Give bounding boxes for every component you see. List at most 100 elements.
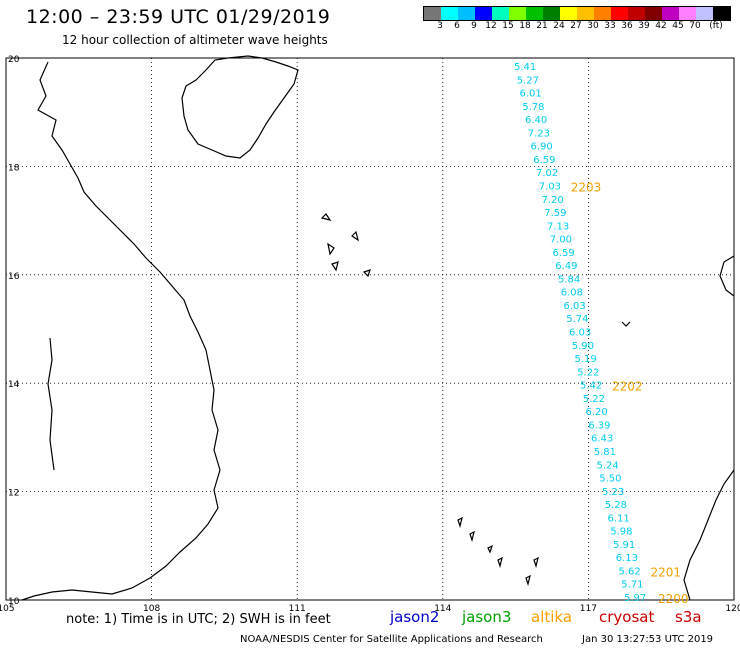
time-labels: 2203 2202 2201 2200: [571, 180, 689, 606]
swh-value-label: 6.01: [520, 89, 542, 100]
color-swatch: [645, 7, 662, 20]
swh-value-label: 6.43: [591, 434, 613, 445]
lat-tick-label: 10: [8, 597, 20, 607]
color-scale-label: (ft): [709, 21, 723, 31]
swh-value-label: 5.71: [621, 580, 643, 591]
swh-value-label: 5.22: [577, 367, 599, 378]
time-label: 2203: [571, 180, 602, 194]
color-scale-label: 39: [638, 21, 650, 31]
swh-value-label: 7.02: [536, 168, 558, 179]
legend-item-jason2: jason2: [390, 608, 440, 626]
lon-tick-label: 120: [725, 604, 740, 614]
color-scale-label: 30: [587, 21, 599, 31]
swh-track-labels: 5.41 5.27 6.01 5.78 6.40 7.23 6.90 6.59 7.02 7.03…: [514, 62, 646, 604]
color-swatch: [628, 7, 645, 20]
color-swatch: [509, 7, 526, 20]
lon-tick-label: 108: [143, 604, 160, 614]
color-scale-label: 33: [604, 21, 616, 31]
time-label: 2201: [651, 565, 682, 579]
time-label: 2202: [612, 380, 643, 394]
paracel-islands: [320, 213, 371, 278]
swh-value-label: 5.24: [597, 460, 619, 471]
coastline: [21, 55, 735, 601]
color-swatch: [526, 7, 543, 20]
east-coastline-south: [683, 469, 735, 601]
lat-tick-label: 16: [8, 272, 20, 282]
swh-value-label: 6.03: [569, 328, 591, 339]
color-swatch: [424, 7, 441, 20]
color-swatch: [679, 7, 696, 20]
swh-value-label: 5.97: [624, 593, 646, 604]
color-scale-label: 3: [437, 21, 443, 31]
swh-value-label: 5.19: [575, 354, 597, 365]
swh-value-label: 6.40: [525, 115, 547, 126]
color-swatch: [696, 7, 713, 20]
lat-tick-label: 18: [8, 163, 20, 173]
swh-value-label: 5.22: [583, 394, 605, 405]
legend-item-jason3: jason3: [462, 608, 512, 626]
swh-value-label: 6.03: [564, 301, 586, 312]
color-scale-bar: [423, 6, 731, 21]
swh-value-label: 6.13: [616, 553, 638, 564]
color-scale-label: 45: [672, 21, 684, 31]
swh-value-label: 5.78: [522, 102, 544, 113]
mainland-coastline: [21, 61, 221, 601]
swh-value-label: 7.23: [528, 128, 550, 139]
swh-value-label: 6.49: [555, 261, 577, 272]
color-scale-label: 24: [553, 21, 565, 31]
lat-tick-label: 20: [8, 55, 20, 65]
swh-value-label: 5.84: [558, 274, 580, 285]
map-grid: [6, 58, 734, 600]
lon-tick-label: 114: [434, 604, 451, 614]
color-swatch: [713, 7, 730, 20]
swh-value-label: 7.13: [547, 221, 569, 232]
lon-tick-label: 111: [289, 604, 306, 614]
color-scale-label: 15: [502, 21, 514, 31]
color-swatch: [611, 7, 628, 20]
swh-value-label: 7.00: [550, 235, 572, 246]
swh-value-label: 7.20: [542, 195, 564, 206]
color-scale-label: 36: [621, 21, 633, 31]
color-swatch: [560, 7, 577, 20]
legend-item-s3a: s3a: [675, 608, 702, 626]
swh-value-label: 5.23: [602, 487, 624, 498]
color-scale-label: 42: [655, 21, 667, 31]
swh-value-label: 5.50: [599, 474, 621, 485]
swh-value-label: 5.62: [619, 566, 641, 577]
lon-tick-label: 105: [0, 604, 15, 614]
swh-value-label: 6.20: [586, 407, 608, 418]
swh-value-label: 6.08: [561, 288, 583, 299]
east-coastline-north: [719, 255, 735, 297]
color-scale-label: 9: [471, 21, 477, 31]
page-title: 12:00 – 23:59 UTC 01/29/2019: [26, 6, 331, 28]
swh-value-label: 5.42: [580, 381, 602, 392]
color-swatch: [492, 7, 509, 20]
lon-tick-label: 117: [580, 604, 597, 614]
time-label: 2200: [658, 592, 689, 606]
swh-value-label: 5.28: [605, 500, 627, 511]
color-scale-label: 18: [519, 21, 531, 31]
swh-value-label: 7.59: [544, 208, 566, 219]
legend-item-altika: altika: [531, 608, 573, 626]
swh-value-label: 5.90: [572, 341, 594, 352]
color-swatch: [543, 7, 560, 20]
color-swatch: [441, 7, 458, 20]
color-scale-label: 70: [689, 21, 701, 31]
swh-value-label: 5.91: [613, 540, 635, 551]
lat-tick-label: 12: [8, 489, 19, 499]
color-swatch: [594, 7, 611, 20]
color-scale-label: 27: [570, 21, 582, 31]
swh-value-label: 7.03: [539, 181, 561, 192]
swh-value-label: 5.74: [566, 314, 588, 325]
color-scale-label: 12: [485, 21, 497, 31]
hainan-island-coastline: [181, 55, 299, 159]
units-note: note: 1) Time is in UTC; 2) SWH is in fe…: [66, 612, 331, 627]
color-scale-label: 6: [454, 21, 460, 31]
color-swatch: [475, 7, 492, 20]
color-swatch: [458, 7, 475, 20]
swh-value-label: 5.98: [610, 527, 632, 538]
credit-text: NOAA/NESDIS Center for Satellite Applica…: [240, 634, 543, 645]
swh-value-label: 5.81: [594, 447, 616, 458]
map-frame: [5, 57, 735, 601]
